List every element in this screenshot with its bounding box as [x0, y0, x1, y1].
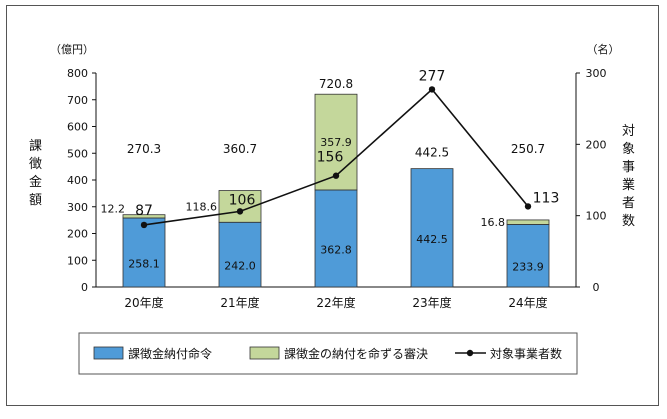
bar-order-label: 362.8	[320, 243, 352, 256]
left-tick-label: 800	[67, 67, 88, 80]
left-tick-label: 0	[81, 281, 88, 294]
right-tick-label: 200	[586, 138, 607, 151]
count-point	[524, 203, 532, 210]
count-point	[428, 86, 436, 93]
x-tick-label: 20年度	[124, 295, 163, 310]
chart-frame	[6, 5, 659, 406]
bar-total-label: 720.8	[319, 77, 353, 91]
right-tick-label: 0	[593, 281, 600, 294]
right-axis-title: 対象事業者数	[622, 124, 635, 229]
count-label: 277	[419, 68, 446, 84]
legend-swatch-order	[93, 346, 124, 360]
bar-total-label: 270.3	[127, 142, 161, 156]
bar-order-label: 442.5	[416, 233, 448, 246]
left-tick-label: 300	[67, 201, 88, 214]
legend-label-count: 対象事業者数	[490, 346, 562, 361]
left-tick-label: 400	[67, 174, 88, 187]
bar-total-label: 442.5	[415, 146, 449, 160]
right-tick-label: 100	[586, 210, 607, 223]
legend-swatch-count-point	[466, 349, 474, 357]
bar-order-1	[122, 217, 166, 288]
bar-order-label: 242.0	[224, 260, 256, 273]
bar-order-5	[506, 224, 550, 288]
bar-total-label: 360.7	[223, 142, 257, 156]
count-point	[140, 221, 148, 229]
bar-decision-label: 118.6	[186, 200, 218, 213]
count-label: 87	[135, 203, 153, 219]
bar-decision-5	[506, 219, 550, 225]
x-tick-label: 24年度	[508, 295, 547, 310]
bar-decision-label: 357.9	[320, 136, 352, 149]
left-axis-title: 課徴金額	[29, 138, 42, 208]
bar-order-label: 233.9	[512, 261, 544, 274]
left-tick-label: 600	[67, 121, 88, 134]
legend-label-decision: 課徴金の納付を命ずる審決	[284, 346, 428, 361]
bar-order-3	[314, 189, 358, 288]
x-tick-label: 23年度	[412, 295, 451, 310]
count-point	[236, 208, 244, 215]
bar-order-label: 258.1	[128, 257, 160, 270]
left-tick-label: 700	[67, 94, 88, 107]
left-axis-unit: （億円）	[50, 43, 94, 56]
bar-order-2	[218, 221, 262, 288]
right-axis-unit: （名）	[587, 42, 620, 56]
bar-decision-label: 16.8	[481, 216, 506, 229]
bar-decision-1	[122, 214, 166, 219]
left-tick-label: 500	[67, 147, 88, 160]
bar-order-4	[410, 168, 454, 288]
bar-decision-label: 12.2	[101, 203, 126, 216]
left-tick-label: 200	[67, 228, 88, 241]
x-tick-label: 22年度	[316, 295, 355, 310]
legend-swatch-decision	[249, 346, 280, 360]
x-tick-label: 21年度	[220, 295, 259, 310]
count-label: 113	[533, 190, 560, 206]
count-label: 106	[229, 192, 256, 208]
right-tick-label: 300	[586, 67, 607, 80]
legend-label-order: 課徴金納付命令	[128, 346, 212, 361]
count-label: 156	[317, 150, 344, 166]
count-point	[332, 172, 340, 179]
bar-total-label: 250.7	[511, 142, 545, 156]
left-tick-label: 100	[67, 254, 88, 267]
legend-box	[78, 332, 578, 375]
